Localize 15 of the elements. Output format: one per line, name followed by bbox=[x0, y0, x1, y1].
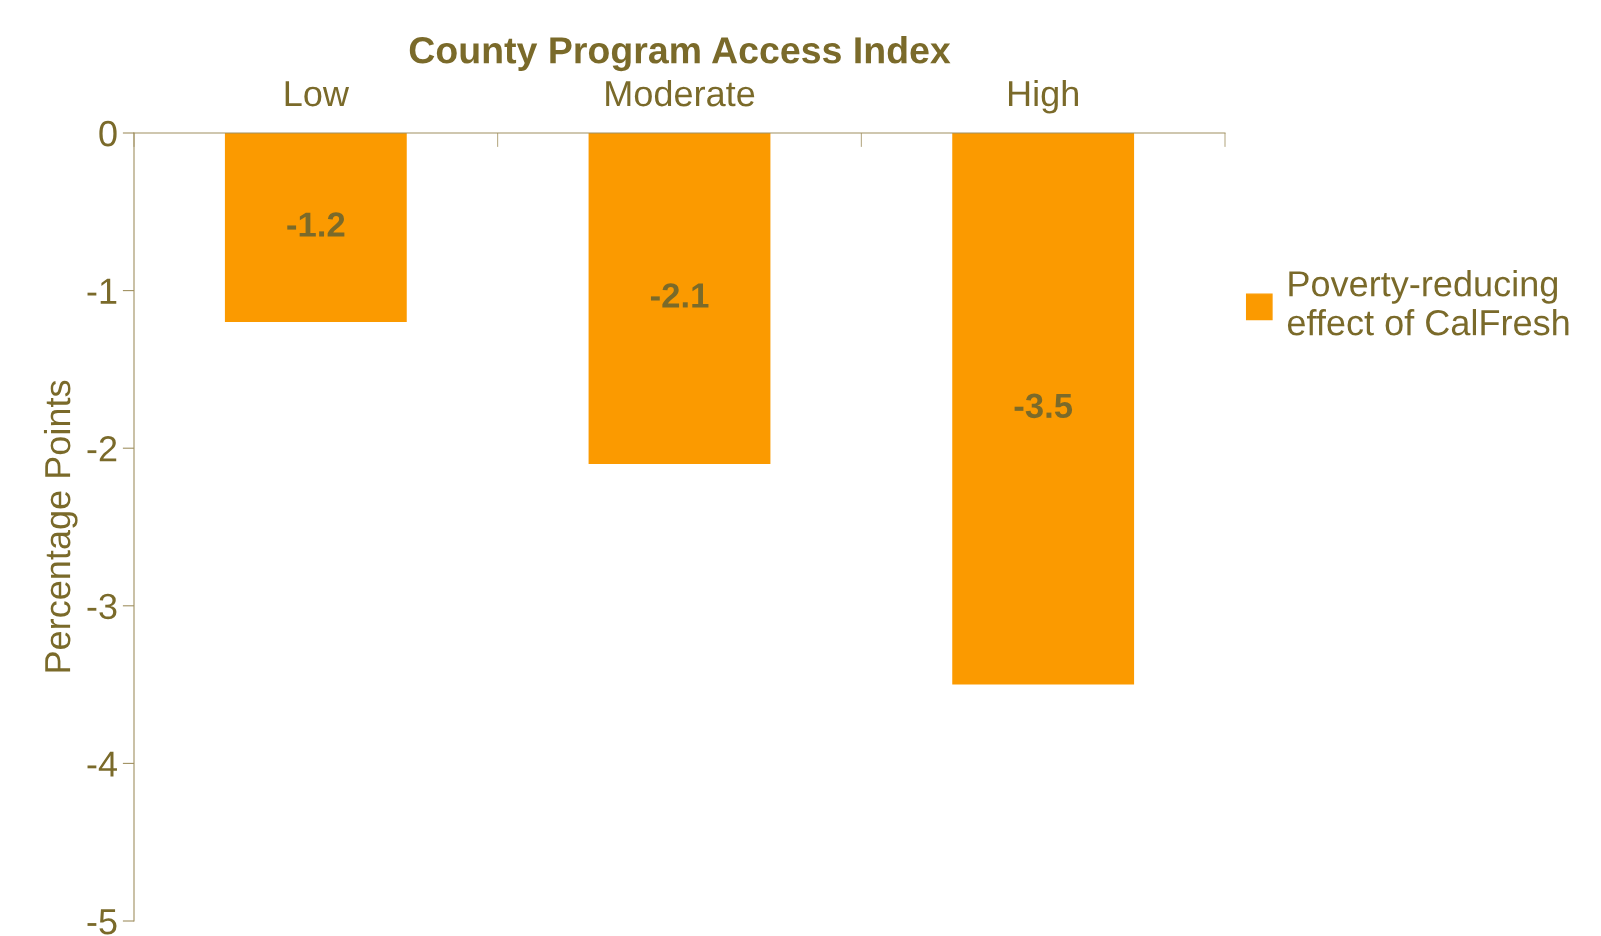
y-tick-label: -5 bbox=[87, 909, 117, 935]
data-label: -2.1 bbox=[650, 283, 709, 308]
y-tick-label: -1 bbox=[87, 278, 117, 304]
x-axis-title: County Program Access Index bbox=[409, 36, 951, 72]
x-tick-label: Moderate bbox=[606, 79, 755, 107]
data-label: -1.2 bbox=[287, 212, 345, 237]
y-tick-label: -4 bbox=[87, 751, 117, 777]
y-tick-label: -2 bbox=[87, 436, 117, 462]
x-tick-label: High bbox=[1009, 79, 1078, 114]
y-tick-label: -3 bbox=[87, 593, 117, 620]
y-axis-title: Percentage Points bbox=[43, 380, 78, 672]
data-label: -3.5 bbox=[1014, 393, 1073, 419]
x-tick-label: Low bbox=[285, 81, 350, 107]
y-tick-label: 0 bbox=[99, 120, 117, 147]
legend-label: Poverty-reducing effect of CalFresh bbox=[1287, 270, 1569, 336]
